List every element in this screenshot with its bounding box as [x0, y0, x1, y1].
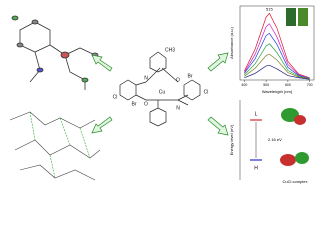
vial-photo [298, 8, 308, 26]
gap-label: 2.16 eV [268, 137, 282, 142]
spectrum-line [244, 12, 310, 79]
atom-label: O [144, 101, 148, 107]
vial-photo [286, 8, 296, 26]
y-axis-label: Absorbance (a.u.) [229, 26, 234, 58]
atom-labels: Cl Br N O Cu O N Br Cl CH3 [113, 47, 209, 111]
complex-label: CuCl complex [283, 179, 308, 184]
spectrum-line [244, 64, 310, 80]
y-axis-label: Energy level (eV) [229, 124, 234, 155]
atom-label: Cl [113, 94, 118, 100]
plot-frame [239, 5, 315, 81]
energy-diagram: Energy level (eV) 2.16 eV L H CuCl compl… [229, 100, 309, 184]
atom-label: Br [188, 73, 193, 79]
lumo-label: L [255, 111, 258, 117]
atom-label: O [176, 77, 180, 83]
atom-label: Br [132, 101, 137, 107]
x-tick-label: 600 [285, 83, 291, 87]
x-tick-label: 400 [241, 83, 247, 87]
orbital [295, 152, 309, 164]
crystal-structure [11, 15, 99, 90]
x-tick-label: 700 [307, 83, 313, 87]
spectrum-line [244, 53, 310, 79]
atom-label: Cu [159, 89, 166, 95]
methyl-label: CH3 [165, 47, 175, 53]
spectrum-line [244, 43, 310, 79]
graphical-abstract: Cl Br N O Cu O N Br Cl CH3 Absorbance (a… [9, 5, 315, 184]
atom-label: N [144, 75, 148, 81]
spectrum-chart: Absorbance (a.u.) Wavelength (nm) [229, 5, 315, 94]
x-axis-label: Wavelength (nm) [262, 89, 293, 94]
arrows [91, 52, 229, 136]
atom-label: Cl [204, 89, 209, 95]
x-tick-label: 500 [263, 83, 269, 87]
orbital [294, 115, 306, 125]
homo-label: H [254, 165, 258, 171]
atom-label: N [176, 105, 180, 111]
packing-diagram [9, 111, 101, 181]
orbital [280, 154, 296, 166]
spectrum-line [244, 23, 310, 79]
peak-label: 515 [266, 6, 273, 11]
molecule [119, 51, 201, 127]
spectrum-line [244, 32, 310, 79]
